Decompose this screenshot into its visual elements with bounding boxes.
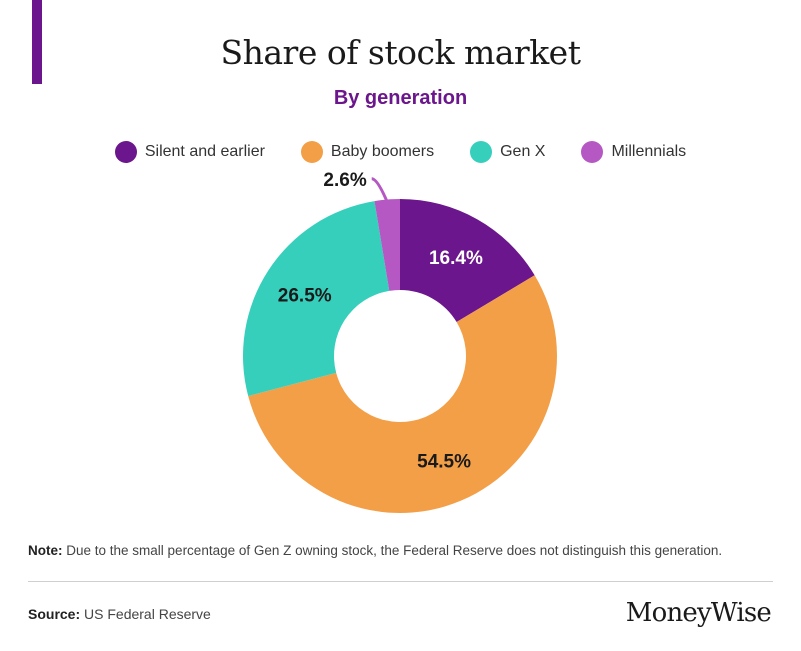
source-text: US Federal Reserve — [80, 606, 211, 622]
source: Source: US Federal Reserve — [28, 606, 211, 622]
legend-item: Baby boomers — [300, 141, 435, 163]
donut-chart: 16.4% 54.5% 26.5% 2.6% — [243, 170, 557, 513]
legend: Silent and earlier Baby boomers Gen X Mille… — [0, 141, 801, 163]
slice-label: 16.4% — [429, 248, 483, 269]
slice-label: 2.6% — [323, 170, 366, 191]
note: Note: Due to the small percentage of Gen… — [28, 543, 773, 558]
donut-slice — [400, 199, 535, 323]
legend-label: Millennials — [611, 143, 687, 160]
legend-label: Gen X — [500, 143, 546, 160]
legend-swatch — [114, 141, 137, 163]
accent-bar — [32, 0, 42, 84]
slice-label: 26.5% — [278, 285, 332, 306]
legend-swatch — [470, 141, 493, 163]
brand-logo: MoneyWise — [625, 598, 772, 628]
divider — [28, 581, 773, 582]
legend-label: Baby boomers — [330, 143, 435, 160]
legend-swatch — [581, 141, 604, 163]
donut-slice — [248, 275, 557, 513]
legend-item: Millennials — [581, 141, 686, 163]
legend-item: Gen X — [470, 141, 545, 163]
donut-slice — [374, 199, 400, 291]
note-text: Due to the small percentage of Gen Z own… — [62, 543, 723, 558]
legend-swatch — [300, 141, 323, 163]
chart-title: Share of stock market — [220, 33, 581, 72]
slice-label: 54.5% — [417, 452, 471, 473]
legend-label: Silent and earlier — [144, 143, 265, 160]
note-label: Note: — [28, 543, 63, 558]
legend-item: Silent and earlier — [114, 141, 265, 163]
source-label: Source: — [28, 606, 81, 622]
donut-slice — [243, 201, 390, 396]
chart-subtitle: By generation — [333, 87, 468, 109]
leader-line — [371, 177, 389, 204]
